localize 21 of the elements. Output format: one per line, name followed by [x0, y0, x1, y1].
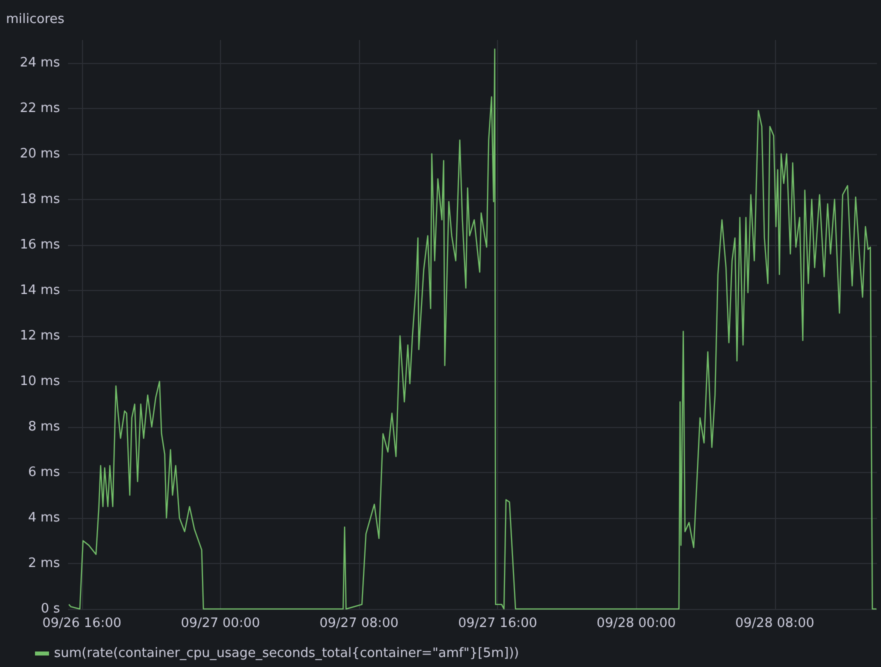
y-tick-label: 0 s: [40, 602, 60, 616]
x-tick-label: 09/27 08:00: [320, 616, 399, 631]
legend-label: sum(rate(container_cpu_usage_seconds_total{container="amf"}[5m])): [54, 646, 519, 661]
y-tick-label: 2 ms: [28, 556, 60, 571]
y-tick-label: 18 ms: [20, 192, 60, 207]
x-tick-label: 09/27 00:00: [180, 616, 260, 631]
x-tick-label: 09/28 00:00: [596, 616, 676, 631]
y-axis-title: milicores: [6, 12, 65, 27]
y-tick-label: 16 ms: [20, 237, 60, 252]
y-tick-label: 12 ms: [20, 328, 60, 344]
y-tick-label: 8 ms: [28, 419, 60, 434]
y-tick-label: 6 ms: [28, 464, 60, 480]
y-tick-label: 24 ms: [20, 55, 60, 70]
x-tick-label: 09/28 08:00: [735, 616, 814, 631]
x-tick-label: 09/26 16:00: [42, 616, 122, 631]
y-tick-label: 4 ms: [28, 510, 60, 526]
x-tick-label: 09/27 16:00: [458, 616, 538, 631]
y-tick-label: 14 ms: [20, 282, 60, 298]
y-tick-label: 22 ms: [20, 100, 60, 116]
y-tick-label: 20 ms: [20, 146, 60, 162]
y-tick-label: 10 ms: [20, 374, 60, 389]
